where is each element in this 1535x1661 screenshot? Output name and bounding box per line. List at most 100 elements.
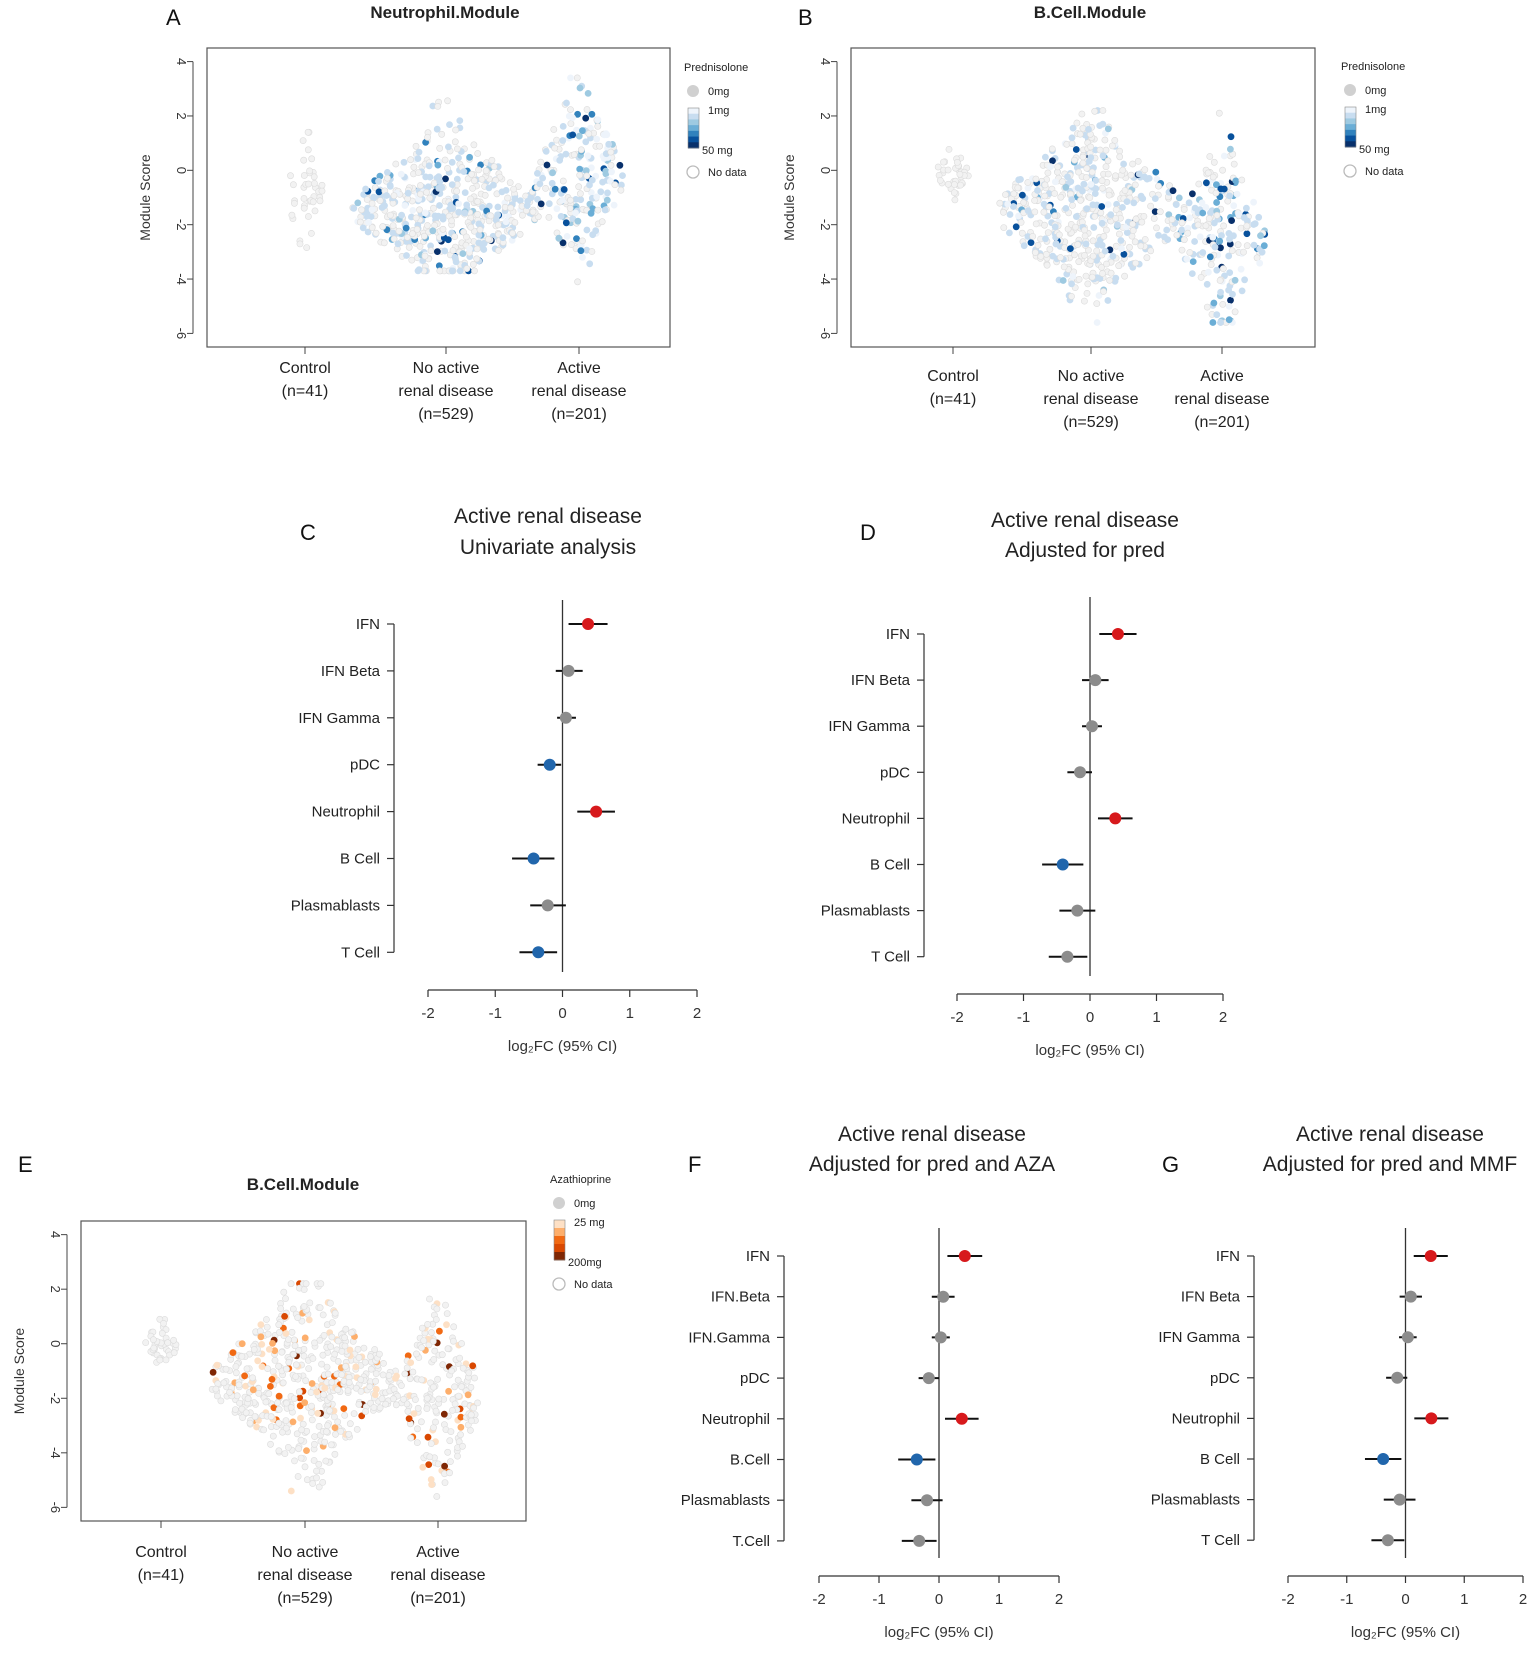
- legend-high-label: 50 mg: [1359, 144, 1390, 156]
- panel-letter-b: B: [798, 5, 813, 30]
- data-point: [295, 1445, 302, 1453]
- data-point: [1099, 107, 1107, 114]
- point-estimate: [913, 1534, 926, 1547]
- data-point: [598, 218, 606, 226]
- data-point: [414, 155, 422, 162]
- data-point: [275, 1329, 283, 1336]
- data-point: [275, 1406, 283, 1413]
- data-point: [410, 163, 418, 171]
- data-point: [250, 1346, 258, 1353]
- data-point: [256, 1327, 264, 1335]
- data-point: [1087, 180, 1095, 188]
- data-point: [1205, 268, 1212, 276]
- data-point: [458, 1340, 465, 1347]
- data-point: [1150, 215, 1158, 222]
- data-point: [1225, 302, 1233, 310]
- data-point: [1081, 251, 1088, 259]
- data-point: [1116, 147, 1123, 155]
- data-point: [474, 150, 482, 157]
- data-point: [1189, 190, 1196, 198]
- data-point: [1153, 224, 1160, 232]
- scatter-panel-b: B.Cell.Module 4 2 0 -2 -4 -6 Module Score Contro…: [781, 3, 1405, 431]
- data-point: [456, 267, 464, 275]
- data-point: [1031, 208, 1039, 216]
- data-point: [275, 1321, 283, 1329]
- data-point: [1216, 237, 1224, 245]
- point-estimate: [541, 899, 554, 912]
- data-point: [287, 1404, 295, 1411]
- data-point: [549, 169, 556, 177]
- data-point: [1217, 319, 1224, 326]
- data-point: [431, 1347, 439, 1355]
- data-point: [338, 1348, 346, 1355]
- row-label: T Cell: [1201, 1532, 1240, 1549]
- data-point: [271, 1357, 279, 1364]
- data-point: [326, 1299, 334, 1307]
- data-point: [372, 1385, 380, 1393]
- data-point: [282, 1330, 290, 1337]
- data-point: [366, 1383, 374, 1391]
- data-point: [314, 1409, 322, 1417]
- data-point: [376, 197, 384, 204]
- data-point: [1099, 152, 1107, 160]
- data-point: [213, 1392, 221, 1400]
- data-point: [1041, 192, 1049, 200]
- data-point: [1093, 319, 1101, 326]
- data-point: [1102, 146, 1110, 154]
- data-point: [1217, 244, 1224, 252]
- data-point: [407, 156, 414, 164]
- data-point: [283, 1399, 290, 1407]
- data-point: [1079, 187, 1086, 195]
- data-point: [1081, 232, 1089, 240]
- data-point: [607, 161, 615, 169]
- row-label: Neutrophil: [1172, 1410, 1240, 1427]
- data-point: [600, 131, 608, 139]
- data-point: [443, 1321, 450, 1329]
- data-point: [307, 1389, 315, 1396]
- data-point: [164, 1339, 172, 1347]
- data-point: [1093, 247, 1101, 255]
- data-point: [1051, 190, 1058, 197]
- data-point: [457, 1423, 465, 1431]
- data-point: [1227, 145, 1234, 153]
- data-point: [576, 171, 584, 179]
- data-point: [467, 1411, 475, 1419]
- x-tick-label: 2: [1219, 1009, 1227, 1026]
- data-point: [355, 1401, 363, 1408]
- data-point: [410, 1410, 418, 1417]
- data-point: [280, 1288, 288, 1296]
- point-estimate: [1393, 1493, 1406, 1506]
- data-point: [417, 1418, 425, 1426]
- data-point: [450, 1323, 458, 1331]
- data-point: [358, 1412, 366, 1420]
- y-tick-label: 0: [48, 1340, 63, 1347]
- data-point: [414, 1404, 422, 1412]
- data-point: [403, 1364, 411, 1372]
- x-group-label: renal disease: [257, 1567, 352, 1584]
- data-point: [457, 1431, 464, 1439]
- data-point: [375, 1350, 383, 1358]
- data-point: [603, 196, 611, 204]
- data-point: [300, 204, 308, 212]
- x-group-label: Active: [557, 360, 601, 377]
- data-point: [294, 1314, 302, 1321]
- data-point: [287, 1487, 295, 1495]
- data-point: [316, 197, 324, 205]
- data-point: [1104, 157, 1112, 165]
- data-point: [1129, 220, 1136, 228]
- y-tick-label: 4: [48, 1231, 63, 1238]
- data-point: [1020, 199, 1027, 207]
- legend-gradient-step: [1345, 107, 1356, 114]
- data-point: [1047, 163, 1054, 170]
- data-point: [1129, 227, 1137, 234]
- data-point: [328, 1333, 336, 1341]
- data-point: [301, 1463, 309, 1471]
- x-group-label: (n=201): [1194, 414, 1250, 431]
- data-point: [610, 201, 618, 209]
- data-point: [1062, 204, 1070, 212]
- x-group-label: Active: [1200, 368, 1244, 385]
- data-point: [354, 1345, 362, 1353]
- panel-letter-f: F: [688, 1152, 701, 1177]
- data-point: [1116, 230, 1123, 238]
- data-point: [300, 195, 308, 202]
